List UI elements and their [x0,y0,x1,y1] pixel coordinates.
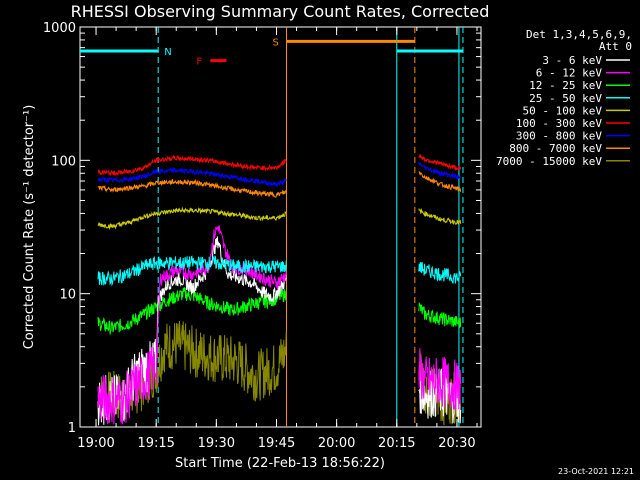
series-line [418,171,462,192]
series-line [97,254,287,287]
y-tick-label: 100 [51,154,76,169]
flag-label-s: S [273,37,279,48]
x-tick-label: 19:00 [77,436,114,451]
series-line [97,206,287,231]
series-line [418,261,462,284]
series-line [97,178,287,198]
legend-entry-label: 12 - 25 keV [529,79,602,92]
series-line [97,320,287,420]
flare-label: F [196,57,202,68]
legend-entry-label: 25 - 50 keV [529,92,602,105]
legend-entry-label: 100 - 300 keV [516,117,602,130]
x-tick-label: 19:45 [258,436,295,451]
y-tick-label: 10 [59,288,76,303]
x-axis-label: Start Time (22-Feb-13 18:56:22) [175,456,385,471]
y-axis-label: Corrected Count Rate (s⁻¹ detector⁻¹) [22,105,37,350]
legend-entry-label: 50 - 100 keV [523,104,603,117]
series-line [97,154,287,177]
legend-entry-label: 300 - 800 keV [516,130,602,143]
x-tick-label: 19:15 [137,436,174,451]
chart-title: RHESSI Observing Summary Count Rates, Co… [71,2,490,21]
y-tick-label: 1000 [43,21,76,36]
x-tick-label: 20:30 [438,436,475,451]
x-axis: 19:00 19:15 19:30 19:45 20:00 20:15 20:30 [77,27,478,451]
series-line [418,153,462,171]
plot-frame [79,26,482,428]
series-line [418,301,462,329]
legend-header: Det 1,3,4,5,6,9, [526,28,632,41]
series-line [418,161,462,179]
legend-entry-label: 6 - 12 keV [536,67,603,80]
series-layer [97,153,462,426]
y-tick-label: 1 [68,421,76,436]
legend-entry-label: 800 - 7000 keV [509,142,602,155]
series-line [97,166,287,188]
flag-label-n: N [164,47,171,58]
series-line [418,207,462,225]
x-tick-label: 20:15 [378,436,415,451]
legend-entry-label: 7000 - 15000 keV [496,155,602,168]
legend-entry-label: 3 - 6 keV [542,54,602,67]
footer-timestamp: 23-Oct-2021 12:21 [558,467,634,476]
y-axis: 1 10 100 1000 [43,21,481,436]
legend-header: Att 0 [599,40,632,53]
series-line [418,348,462,411]
flag-lines: N S F [80,27,464,427]
x-tick-label: 20:00 [318,436,355,451]
x-tick-label: 19:30 [198,436,235,451]
